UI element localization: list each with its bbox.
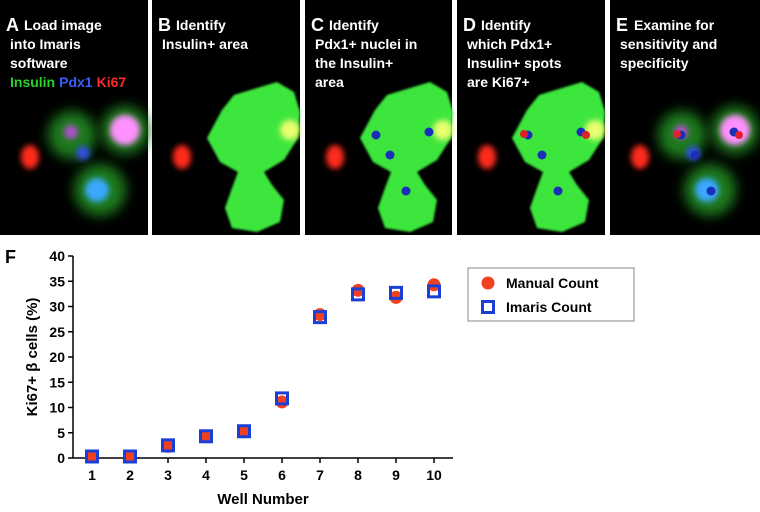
panel-letter: C — [311, 15, 324, 35]
data-point — [123, 449, 137, 464]
nucleus-spot — [371, 130, 381, 140]
y-tick-label: 25 — [49, 324, 65, 340]
insulin-area — [207, 82, 300, 232]
x-tick-label: 2 — [126, 467, 134, 483]
data-point — [85, 449, 99, 464]
data-point — [199, 429, 213, 444]
y-tick-label: 10 — [49, 400, 65, 416]
y-tick-label: 15 — [49, 374, 65, 390]
nucleus-spot — [385, 150, 395, 160]
x-tick-label: 4 — [202, 467, 210, 483]
micrograph-panel: E Examine for sensitivity and specificity — [610, 0, 760, 235]
x-tick-label: 9 — [392, 467, 400, 483]
legend-marker — [481, 300, 495, 314]
stain-label: Ki67 — [97, 74, 127, 90]
panel-caption: Pdx1+ nuclei in — [315, 36, 417, 52]
nucleus-spot — [706, 186, 716, 196]
stain-label: Insulin — [10, 74, 55, 90]
legend-box — [467, 267, 635, 322]
panel-caption: Identify — [481, 17, 531, 33]
panel-caption: are Ki67+ — [467, 74, 530, 90]
nucleus-spot — [401, 186, 411, 196]
data-point — [389, 285, 403, 300]
ki67-nucleus — [110, 115, 140, 145]
panel-letter: F — [5, 247, 16, 267]
panel-caption: Examine for — [634, 17, 715, 33]
legend-label: Imaris Count — [506, 299, 592, 315]
x-tick-label: 10 — [426, 467, 442, 483]
legend-label: Manual Count — [506, 275, 599, 291]
legend-marker — [481, 276, 495, 290]
y-tick-label: 20 — [49, 349, 65, 365]
nucleus-spot — [424, 127, 434, 137]
pdx1-nucleus — [76, 146, 90, 160]
overlap-spot — [280, 120, 300, 140]
x-tick-label: 7 — [316, 467, 324, 483]
micrograph-panel: B Identify Insulin+ area — [152, 0, 300, 235]
panel-caption: Load image — [24, 17, 102, 33]
micrograph-panel: D Identify which Pdx1+ Insulin+ spots are Ki… — [457, 0, 605, 235]
panel-letter: A — [6, 15, 19, 35]
ki67-nucleus — [64, 125, 78, 139]
y-tick-label: 0 — [57, 450, 65, 466]
data-point — [237, 424, 251, 439]
data-point — [351, 287, 365, 302]
red-cell — [478, 145, 496, 169]
nucleus-spot — [537, 150, 547, 160]
x-tick-label: 3 — [164, 467, 172, 483]
micrograph-panel: C Identify Pdx1+ nuclei in the Insulin+ area — [305, 0, 453, 235]
panel-letter: D — [463, 15, 476, 35]
panel-caption: area — [315, 74, 344, 90]
panel-caption: Insulin+ spots — [467, 55, 562, 71]
panel-caption: which Pdx1+ — [466, 36, 552, 52]
x-tick-label: 8 — [354, 467, 362, 483]
y-axis-label: Ki67+ β cells (%) — [24, 298, 41, 417]
ki67-spot — [520, 130, 528, 138]
micrograph-panel: A Load image into Imaris software Insulin Pdx… — [0, 0, 149, 235]
panel-letter: B — [158, 15, 171, 35]
x-tick-label: 1 — [88, 467, 96, 483]
data-point — [199, 430, 213, 444]
x-tick-label: 6 — [278, 467, 286, 483]
panel-letter: E — [616, 15, 628, 35]
stain-legend: Insulin Pdx1 Ki67 — [10, 74, 126, 90]
red-cell — [326, 145, 344, 169]
insulin-area — [360, 82, 453, 232]
red-cell — [21, 145, 39, 169]
nucleus-spot — [690, 150, 700, 160]
data-point — [237, 425, 251, 439]
x-tick-label: 5 — [240, 467, 248, 483]
ki67-spot — [582, 131, 590, 139]
y-tick-label: 30 — [49, 299, 65, 315]
ki67-spot — [735, 131, 743, 139]
data-point — [123, 450, 137, 464]
panel-caption: into Imaris — [10, 36, 81, 52]
y-tick-label: 35 — [49, 273, 65, 289]
panel-caption: Identify — [329, 17, 379, 33]
panel-caption: the Insulin+ — [315, 55, 393, 71]
data-point — [313, 310, 327, 325]
data-point — [427, 284, 441, 299]
x-axis-label: Well Number — [217, 491, 309, 507]
data-point — [275, 391, 289, 406]
panel-caption: sensitivity and — [620, 36, 717, 52]
stain-label: Pdx1 — [59, 74, 93, 90]
panel-caption: Insulin+ area — [162, 36, 248, 52]
overlap-spot — [433, 120, 453, 140]
y-tick-label: 5 — [57, 425, 65, 441]
pdx1-nucleus — [85, 178, 109, 202]
panel-caption: Identify — [176, 17, 226, 33]
ki67-spot — [673, 130, 681, 138]
red-cell — [173, 145, 191, 169]
data-point — [161, 438, 175, 453]
data-point — [85, 450, 99, 464]
panel-caption: software — [10, 55, 68, 71]
red-cell — [631, 145, 649, 169]
nucleus-spot — [553, 186, 563, 196]
insulin-area — [512, 82, 605, 232]
panel-caption: specificity — [620, 55, 689, 71]
y-tick-label: 40 — [49, 248, 65, 264]
